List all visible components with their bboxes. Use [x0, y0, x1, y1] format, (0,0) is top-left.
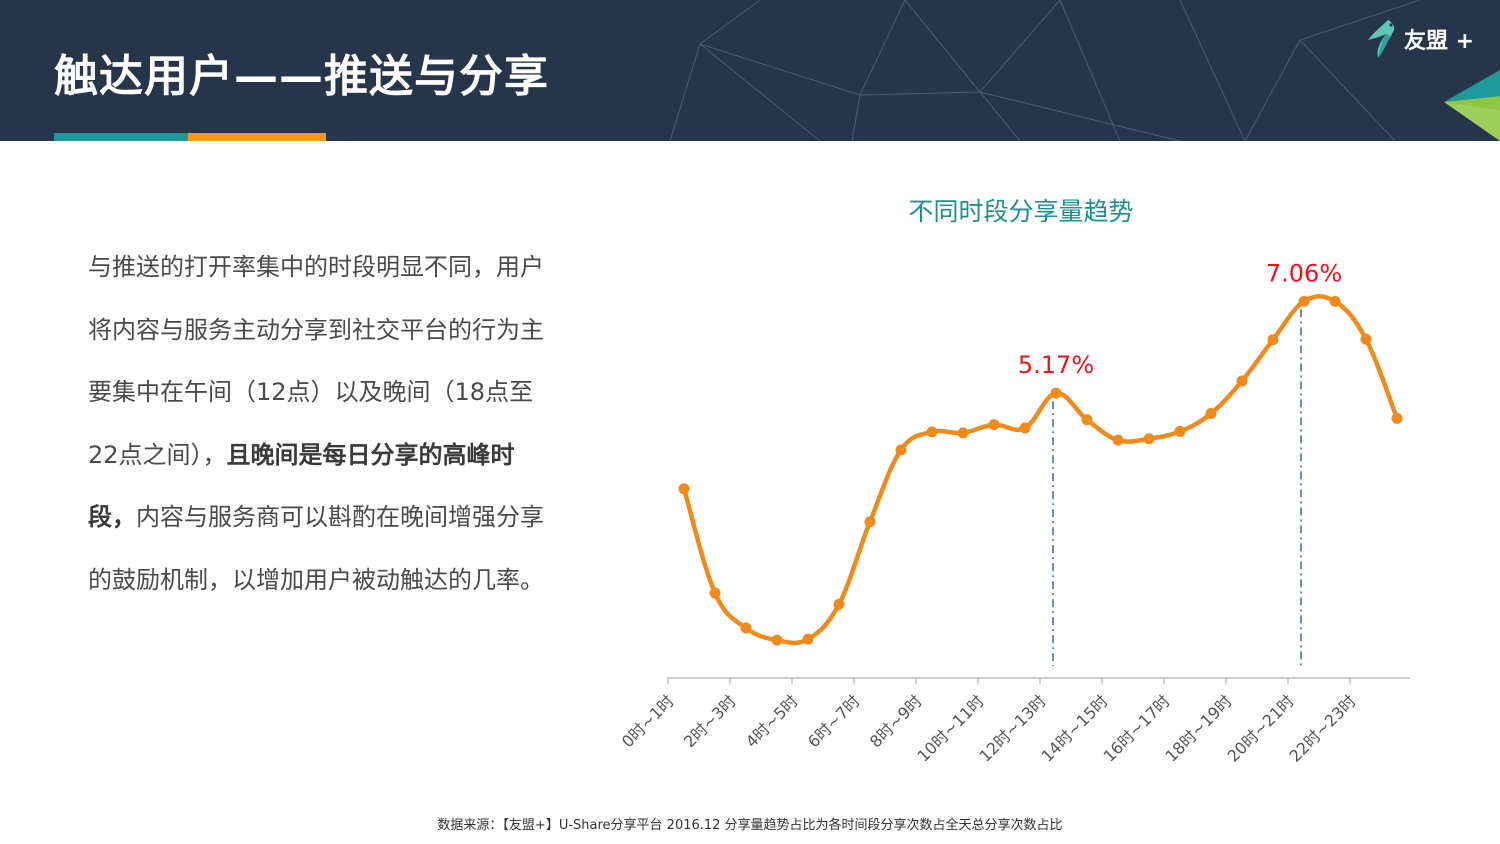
data-point [1112, 434, 1124, 446]
page-title: 触达用户——推送与分享 [54, 51, 549, 102]
umeng-logo: 友盟 + [1364, 18, 1474, 60]
data-point [988, 419, 1000, 431]
x-tick-label: 8时~9时 [866, 691, 926, 751]
data-point [1174, 425, 1186, 437]
data-source-note: 数据来源：【友盟+】U-Share分享平台 2016.12 分享量趋势占比为各时… [437, 818, 1063, 833]
data-point [1267, 334, 1279, 346]
data-point [1360, 333, 1372, 345]
data-point [771, 634, 783, 646]
share-trend-chart: 不同时段分享量趋势 0时~1时 2时~3时 4时~5时 6时~7时 8时~9时10时~1… [618, 197, 1410, 766]
title-accent-orange [188, 133, 326, 141]
data-point [1050, 387, 1062, 399]
data-point [1081, 414, 1093, 426]
x-tick-label: 6时~7时 [804, 691, 864, 751]
data-point [957, 427, 969, 439]
peak-label: 5.17% [1018, 351, 1094, 379]
data-point [802, 633, 814, 645]
data-point [833, 598, 845, 610]
x-tick-label: 4时~5时 [742, 691, 802, 751]
description-paragraph: 与推送的打开率集中的时段明显不同，用户将内容与服务主动分享到社交平台的行为主要集… [88, 236, 558, 611]
series-line [681, 293, 1400, 646]
chart-title: 不同时段分享量趋势 [908, 197, 1133, 226]
peak-label: 7.06% [1266, 259, 1342, 287]
x-tick-label: 0时~1时 [618, 691, 678, 751]
corner-decoration [1444, 70, 1500, 141]
x-axis [667, 677, 1410, 684]
paragraph-lead: 与推送的打开率集中的时段明显不同，用户将内容与服务主动分享到社交平台的行为主要集… [88, 253, 544, 469]
data-point [1143, 433, 1155, 445]
decorative-network-lines [669, 0, 1421, 141]
data-point [678, 483, 690, 495]
data-point [1391, 412, 1403, 424]
data-point [1205, 407, 1217, 419]
data-point [1019, 422, 1031, 434]
data-point [1236, 375, 1248, 387]
peak-annotations: 5.17% 7.06% [1018, 259, 1342, 379]
peak-guides [1052, 309, 1302, 666]
data-point [864, 516, 876, 528]
data-point [926, 426, 938, 438]
title-accent-teal [54, 133, 188, 141]
x-tick-label: 22时~23时 [1285, 691, 1359, 765]
data-point [709, 587, 721, 599]
tick-labels: 0时~1时 2时~3时 4时~5时 6时~7时 8时~9时10时~11时12时~13时1… [618, 691, 1360, 765]
logo-text: 友盟 + [1404, 29, 1475, 54]
data-point [1329, 295, 1341, 307]
paragraph-tail: 内容与服务商可以斟酌在晚间增强分享的鼓励机制，以增加用户被动触达的几率。 [88, 503, 544, 594]
data-point [1298, 295, 1310, 307]
paragraph-bold: 且晚间是每日分享的高峰时段， [88, 440, 515, 532]
data-points [678, 295, 1403, 646]
bird-logo-icon [1368, 20, 1395, 58]
data-point [895, 444, 907, 456]
x-tick-label: 2时~3时 [680, 691, 740, 751]
header-banner: 触达用户——推送与分享 友盟 + [0, 0, 1500, 141]
data-point [740, 622, 752, 634]
